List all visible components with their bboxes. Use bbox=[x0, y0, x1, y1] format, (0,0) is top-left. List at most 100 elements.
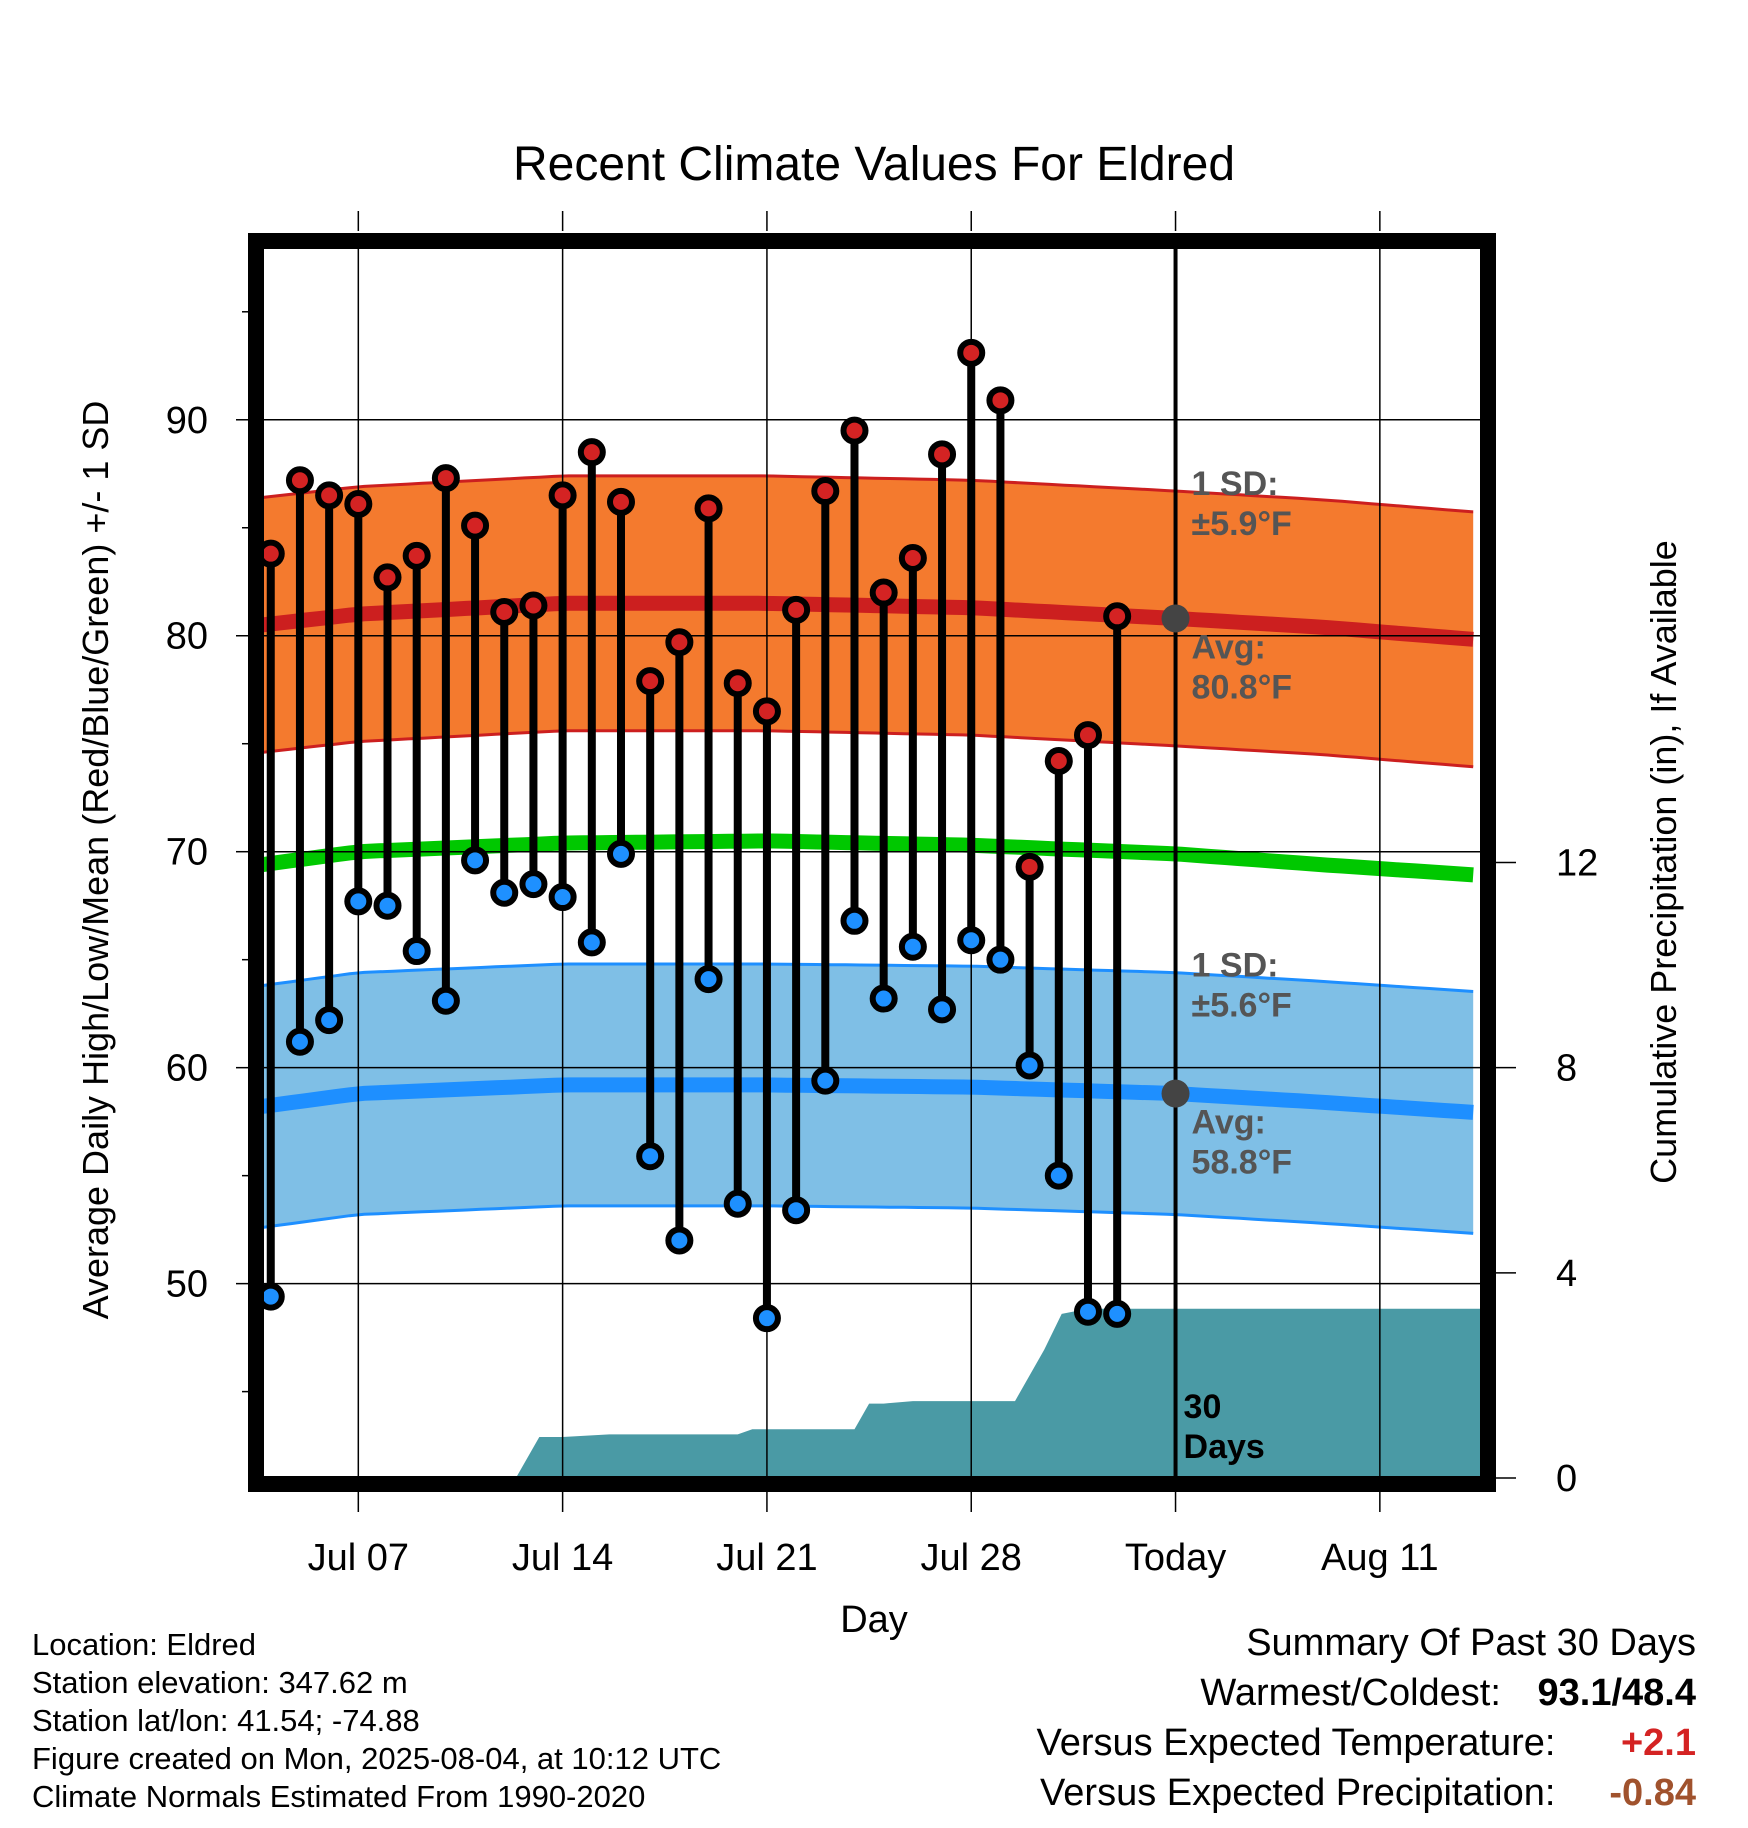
high-avg-value: 80.8°F bbox=[1192, 668, 1293, 706]
chart-title: Recent Climate Values For Eldred bbox=[513, 138, 1235, 191]
low-point bbox=[636, 1142, 665, 1171]
warmest-coldest-label: Warmest/Coldest: bbox=[1200, 1672, 1501, 1714]
x-tick-label: Jul 28 bbox=[921, 1537, 1022, 1579]
x-axis-label: Day bbox=[840, 1599, 908, 1641]
y-tick-label-right: 12 bbox=[1556, 843, 1598, 885]
high-point bbox=[1044, 746, 1073, 775]
precip-area bbox=[262, 1308, 1482, 1478]
warmest-coldest-row: Warmest/Coldest: 93.1/48.4 bbox=[1200, 1672, 1696, 1714]
y-tick-label-left: 60 bbox=[166, 1048, 208, 1090]
low-point bbox=[1044, 1161, 1073, 1190]
warmest-value: 93.1 bbox=[1537, 1672, 1612, 1714]
created-text: Figure created on Mon, 2025-08-04, at 10… bbox=[32, 1741, 722, 1776]
y-axis-label-left: Average Daily High/Low/Mean (Red/Blue/Gr… bbox=[75, 401, 116, 1320]
location-text: Location: Eldred bbox=[32, 1627, 257, 1662]
low-point bbox=[548, 883, 577, 912]
x-tick-label: Jul 07 bbox=[308, 1537, 409, 1579]
low-point bbox=[519, 870, 548, 899]
precip-departure-row: Versus Expected Precipitation: -0.84 bbox=[1037, 1768, 1696, 1818]
low-point bbox=[577, 928, 606, 957]
y-tick-label-right: 0 bbox=[1556, 1458, 1577, 1500]
y-tick-label-left: 90 bbox=[166, 400, 208, 442]
low-point bbox=[461, 846, 490, 875]
elevation-text: Station elevation: 347.62 m bbox=[32, 1665, 408, 1700]
high-point bbox=[315, 481, 344, 510]
summary-panel: Summary Of Past 30 Days Warmest/Coldest:… bbox=[1037, 1618, 1696, 1818]
high-sd-value: ±5.9°F bbox=[1192, 505, 1292, 543]
low-point bbox=[986, 945, 1015, 974]
high-point bbox=[519, 591, 548, 620]
high-point bbox=[869, 578, 898, 607]
low-point bbox=[402, 937, 431, 966]
temp-departure-row: Versus Expected Temperature: +2.1 bbox=[1037, 1718, 1696, 1768]
days-word-label: Days bbox=[1184, 1428, 1265, 1466]
precip-departure-label: Versus Expected Precipitation: bbox=[1040, 1772, 1556, 1814]
high-point bbox=[723, 669, 752, 698]
mean-average-line bbox=[262, 833, 1474, 883]
high-sd-band-upper-edge bbox=[262, 474, 1474, 514]
low-point bbox=[1073, 1297, 1102, 1326]
low-point bbox=[431, 986, 460, 1015]
low-point bbox=[373, 891, 402, 920]
low-sd-label: 1 SD: bbox=[1192, 947, 1279, 985]
low-average-line bbox=[262, 1077, 1474, 1120]
x-tick-label: Jul 14 bbox=[512, 1537, 613, 1579]
low-avg-value: 58.8°F bbox=[1192, 1144, 1293, 1182]
high-point bbox=[344, 489, 373, 518]
low-sd-value: ±5.6°F bbox=[1192, 987, 1292, 1025]
high-normal-marker bbox=[1161, 604, 1190, 633]
high-point bbox=[840, 416, 869, 445]
low-point bbox=[782, 1196, 811, 1225]
low-point bbox=[957, 926, 986, 955]
high-point bbox=[285, 466, 314, 495]
low-point bbox=[344, 887, 373, 916]
low-point bbox=[840, 906, 869, 935]
low-point bbox=[490, 878, 519, 907]
x-tick-label: Today bbox=[1125, 1537, 1226, 1579]
low-point bbox=[752, 1304, 781, 1333]
high-point bbox=[811, 477, 840, 506]
high-point bbox=[402, 541, 431, 570]
high-avg-label: Avg: bbox=[1192, 628, 1266, 666]
high-point bbox=[577, 438, 606, 467]
high-point bbox=[461, 511, 490, 540]
high-point bbox=[752, 697, 781, 726]
high-point bbox=[957, 338, 986, 367]
low-point bbox=[898, 932, 927, 961]
low-point bbox=[1015, 1051, 1044, 1080]
latlon-text: Station lat/lon: 41.54; -74.88 bbox=[32, 1703, 420, 1738]
y-tick-label-left: 70 bbox=[166, 832, 208, 874]
plot-frame bbox=[248, 233, 1496, 1492]
normals-text: Climate Normals Estimated From 1990-2020 bbox=[32, 1779, 646, 1814]
high-point bbox=[986, 386, 1015, 415]
high-point bbox=[1103, 602, 1132, 631]
high-sd-label: 1 SD: bbox=[1192, 465, 1279, 503]
high-point bbox=[636, 667, 665, 696]
low-point bbox=[869, 984, 898, 1013]
coldest-value: 48.4 bbox=[1622, 1672, 1696, 1714]
low-point bbox=[694, 965, 723, 994]
y-tick-label-left: 50 bbox=[166, 1264, 208, 1306]
y-tick-label-right: 8 bbox=[1556, 1048, 1577, 1090]
low-point bbox=[606, 839, 635, 868]
low-point bbox=[1103, 1299, 1132, 1328]
low-avg-label: Avg: bbox=[1192, 1104, 1266, 1142]
x-tick-label: Aug 11 bbox=[1321, 1537, 1439, 1579]
high-average-line bbox=[262, 595, 1474, 647]
temp-departure-label: Versus Expected Temperature: bbox=[1036, 1722, 1556, 1764]
high-point bbox=[606, 487, 635, 516]
high-point bbox=[548, 481, 577, 510]
high-point bbox=[665, 628, 694, 657]
low-normal-marker bbox=[1161, 1079, 1190, 1108]
high-point bbox=[490, 597, 519, 626]
low-point bbox=[285, 1027, 314, 1056]
high-point bbox=[782, 595, 811, 624]
summary-title: Summary Of Past 30 Days bbox=[1246, 1622, 1696, 1664]
low-point bbox=[665, 1226, 694, 1255]
high-point bbox=[694, 494, 723, 523]
y-tick-label-right: 4 bbox=[1556, 1253, 1577, 1295]
low-point bbox=[262, 1282, 285, 1311]
